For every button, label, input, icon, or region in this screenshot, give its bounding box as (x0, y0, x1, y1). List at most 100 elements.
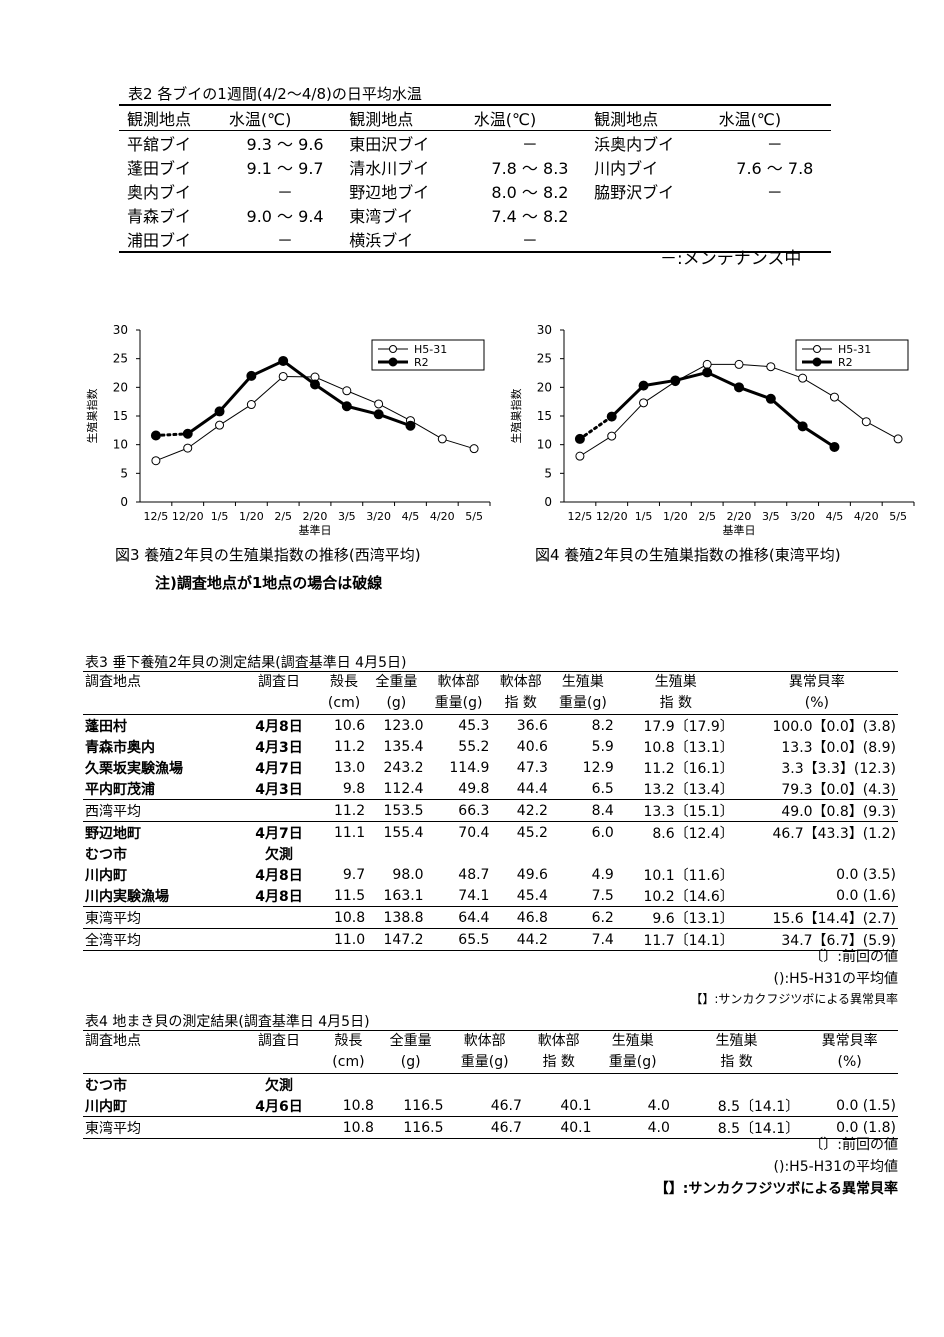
cell-soft: 49.8 (458, 780, 490, 797)
header-temperature: 水温(℃) (473, 110, 537, 129)
cell-total: 153.5 (383, 802, 424, 819)
cell-abnormal: 13.3【0.0】(8.9) (781, 739, 896, 756)
average-row: 東湾平均 10.8 138.8 64.4 46.8 6.2 9.6〔13.1〕 15.6【14… (83, 906, 898, 929)
legend-marker (812, 357, 822, 367)
west-bay-gonad-index-chart: 0 5 10 15 20 25 30 12/5 12/20 1/5 1/20 2/5 2/20 3/5 3/… (85, 323, 491, 537)
x-tick-label: 4/20 (430, 510, 455, 523)
cell-abnormal: 0.0 (1.6) (836, 887, 896, 904)
cell-shell: 10.6 (333, 717, 366, 734)
cell-total: 135.4 (383, 738, 424, 755)
table-row: 川内町 4月8日 9.7 98.0 48.7 49.6 4.9 10.1〔11.6〕 0.0 (… (83, 864, 898, 885)
series-line-segment (187, 424, 220, 449)
series-line-segment (283, 375, 316, 378)
temperature-value: 8.0 ～ 8.2 (491, 183, 569, 202)
data-point (797, 421, 808, 432)
cell-gonad-idx: 13.2〔13.4〕 (643, 781, 734, 798)
data-point (151, 456, 161, 466)
cell-gonad-idx (616, 843, 736, 864)
cell-gonad-idx: 8.5〔14.1〕 (717, 1120, 800, 1137)
cell-date (237, 1117, 321, 1139)
station-name: 奥内ブイ (127, 183, 192, 202)
cell-shell (321, 1074, 376, 1096)
note-previous-value: 〔〕:前回の値 (809, 949, 898, 965)
legend-label: R2 (838, 356, 853, 369)
cell-soft: 70.4 (458, 824, 490, 841)
data-point (638, 380, 649, 391)
cell-soft: 64.4 (458, 909, 490, 926)
cell-soft-idx: 45.4 (516, 887, 548, 904)
x-tick-label: 3/5 (338, 510, 356, 523)
station-name: 蓬田ブイ (127, 159, 192, 178)
x-tick-label: 4/5 (826, 510, 844, 523)
data-point (734, 359, 744, 369)
cell-name: 東湾平均 (85, 1120, 141, 1137)
data-point (734, 382, 744, 393)
table-row: むつ市 欠測 (83, 843, 898, 864)
series-line-segment (218, 374, 253, 413)
cell-soft-idx: 45.2 (516, 824, 548, 841)
column-header: 軟体部 (437, 674, 480, 690)
series-line-segment (770, 366, 803, 379)
series-line-segment (282, 359, 316, 386)
table-row: 奥内ブイ － 野辺地ブイ 8.0 ～ 8.2 脇野沢ブイ － (119, 179, 831, 203)
column-header: 全重量 (389, 1033, 432, 1049)
y-tick-label: 0 (544, 495, 552, 509)
cell-name: 青森市奥内 (85, 739, 155, 756)
legend-marker (388, 357, 398, 367)
x-tick-label: 12/5 (568, 510, 593, 523)
y-tick-label: 30 (537, 323, 552, 337)
table-row: 川内実験漁場 4月8日 11.5 163.1 74.1 45.4 7.5 10.2〔14.6〕… (83, 885, 898, 907)
series-line-segment (314, 376, 348, 392)
series-line-segment (155, 447, 188, 462)
cell-date: 欠測 (265, 1077, 293, 1094)
series-line-segment (346, 404, 380, 416)
data-point (310, 379, 320, 390)
seabed-culture-table: 調査地点 調査日 殻長 全重量 軟体部 軟体部 生殖巣 生殖巣 異常貝率 (cm) (g) 重量(g)… (83, 1030, 898, 1139)
cell-date: 4月3日 (255, 739, 303, 756)
cell-gonad-idx: 8.6〔12.4〕 (652, 825, 734, 842)
legend-label: H5-31 (838, 343, 871, 356)
cell-gonad-idx: 13.3〔15.1〕 (643, 803, 734, 820)
t4-note-barnacle: 【】:サンカクフジツボによる異常貝率 (654, 1181, 898, 1197)
cell-total (376, 1074, 446, 1096)
cell-shell (321, 843, 367, 864)
header-temperature: 水温(℃) (228, 110, 292, 129)
x-tick-label: 1/20 (663, 510, 688, 523)
series-line-segment (410, 420, 443, 440)
series-line-segment (802, 377, 835, 398)
column-header: 指 数 (542, 1054, 575, 1070)
cell-shell: 11.5 (333, 887, 366, 904)
y-tick-label: 25 (537, 352, 552, 366)
x-tick-label: 4/5 (402, 510, 420, 523)
series-line-segment (250, 359, 284, 378)
temperature-value: 9.3 ～ 9.6 (246, 135, 324, 154)
series-line-segment (834, 396, 867, 423)
cell-soft-idx: 44.2 (516, 931, 548, 948)
cell-date: 4月6日 (255, 1098, 303, 1115)
cell-gonad-idx: 10.1〔11.6〕 (643, 867, 734, 884)
cell-date (237, 929, 321, 951)
data-point (374, 399, 384, 409)
data-point (278, 355, 289, 366)
station-name: 清水川ブイ (349, 159, 430, 178)
x-tick-label: 5/5 (889, 510, 907, 523)
data-point (829, 441, 840, 452)
cell-date: 4月7日 (255, 760, 303, 777)
cell-soft-idx: 47.3 (516, 759, 548, 776)
y-tick-label: 5 (120, 466, 128, 480)
station-name: 青森ブイ (127, 207, 192, 226)
column-header: (g) (400, 1054, 421, 1070)
temperature-value: － (766, 135, 783, 154)
table4-title: 表4 地まき貝の測定結果(調査基準日 4月5日) (85, 1014, 370, 1030)
cell-soft-idx: 40.1 (560, 1097, 592, 1114)
cell-soft: 45.3 (458, 717, 490, 734)
data-point (670, 375, 681, 386)
temperature-value: 7.8 ～ 8.3 (491, 159, 569, 178)
cell-abnormal (736, 843, 898, 864)
x-tick-label: 4/20 (854, 510, 879, 523)
cell-gonad-idx: 11.2〔16.1〕 (643, 760, 734, 777)
series-line-segment (706, 371, 740, 389)
column-header: 調査日 (258, 1033, 300, 1049)
note-barnacle: 【】:サンカクフジツボによる異常貝率 (690, 992, 898, 1006)
cell-name: むつ市 (85, 846, 127, 863)
